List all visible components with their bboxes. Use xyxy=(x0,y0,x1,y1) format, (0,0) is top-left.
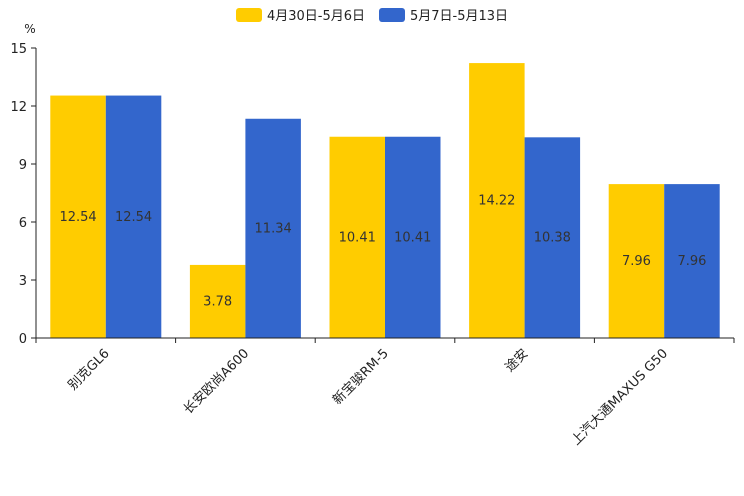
y-tick-label: 15 xyxy=(10,42,27,57)
bar-value-label: 10.38 xyxy=(534,231,571,246)
bar-series1-4[interactable] xyxy=(469,63,525,339)
bars-group: 12.54 3.78 10.41 14.22 7.96 12.54 11.34 10.41 10… xyxy=(50,63,720,339)
bar-series2-4[interactable] xyxy=(524,137,581,338)
bar-value-label: 14.22 xyxy=(478,194,515,209)
y-tick-label: 6 xyxy=(19,216,27,231)
bar-value-label: 7.96 xyxy=(677,254,706,269)
y-tick-label: 3 xyxy=(19,274,27,289)
bar-value-label: 12.54 xyxy=(115,210,152,225)
bar-series2-5[interactable] xyxy=(664,184,720,338)
bar-value-label: 3.78 xyxy=(203,294,232,309)
x-category-label: 别克GL6 xyxy=(66,346,113,393)
legend-item-series-2[interactable]: 5月7日-5月13日 xyxy=(379,5,508,24)
legend: 4月30日-5月6日 5月7日-5月13日 xyxy=(0,5,744,24)
y-tick-label: 9 xyxy=(19,158,27,173)
bar-series1-2[interactable] xyxy=(189,264,246,338)
bar-series1-5[interactable] xyxy=(608,184,665,338)
bar-value-label: 10.41 xyxy=(339,230,376,245)
bar-series2-1[interactable] xyxy=(105,95,162,338)
x-category-label: 上汽大通MAXUS G50 xyxy=(569,346,671,448)
bar-series1-1[interactable] xyxy=(50,95,106,338)
legend-label-series-1: 4月30日-5月6日 xyxy=(266,9,365,24)
y-tick-label: 0 xyxy=(19,332,27,347)
legend-item-series-1[interactable]: 4月30日-5月6日 xyxy=(235,5,365,24)
y-tick-label: 12 xyxy=(10,100,27,115)
x-category-label: 长安欧尚A600 xyxy=(181,346,252,417)
y-unit-label: % xyxy=(24,22,35,36)
legend-swatch-series-2 xyxy=(379,7,405,22)
bar-value-label: 10.41 xyxy=(394,230,431,245)
x-category-label: 途安 xyxy=(502,346,532,376)
bar-series2-3[interactable] xyxy=(385,136,441,338)
bar-series2-2[interactable] xyxy=(245,118,301,338)
legend-label-series-2: 5月7日-5月13日 xyxy=(410,9,509,24)
x-category-label: 新宝骏RM-5 xyxy=(329,346,391,408)
bar-value-label: 12.54 xyxy=(59,210,96,225)
bar-series1-3[interactable] xyxy=(329,136,386,338)
bar-value-label: 7.96 xyxy=(622,254,651,269)
legend-swatch-series-1 xyxy=(235,7,262,22)
bar-value-label: 11.34 xyxy=(255,221,292,236)
